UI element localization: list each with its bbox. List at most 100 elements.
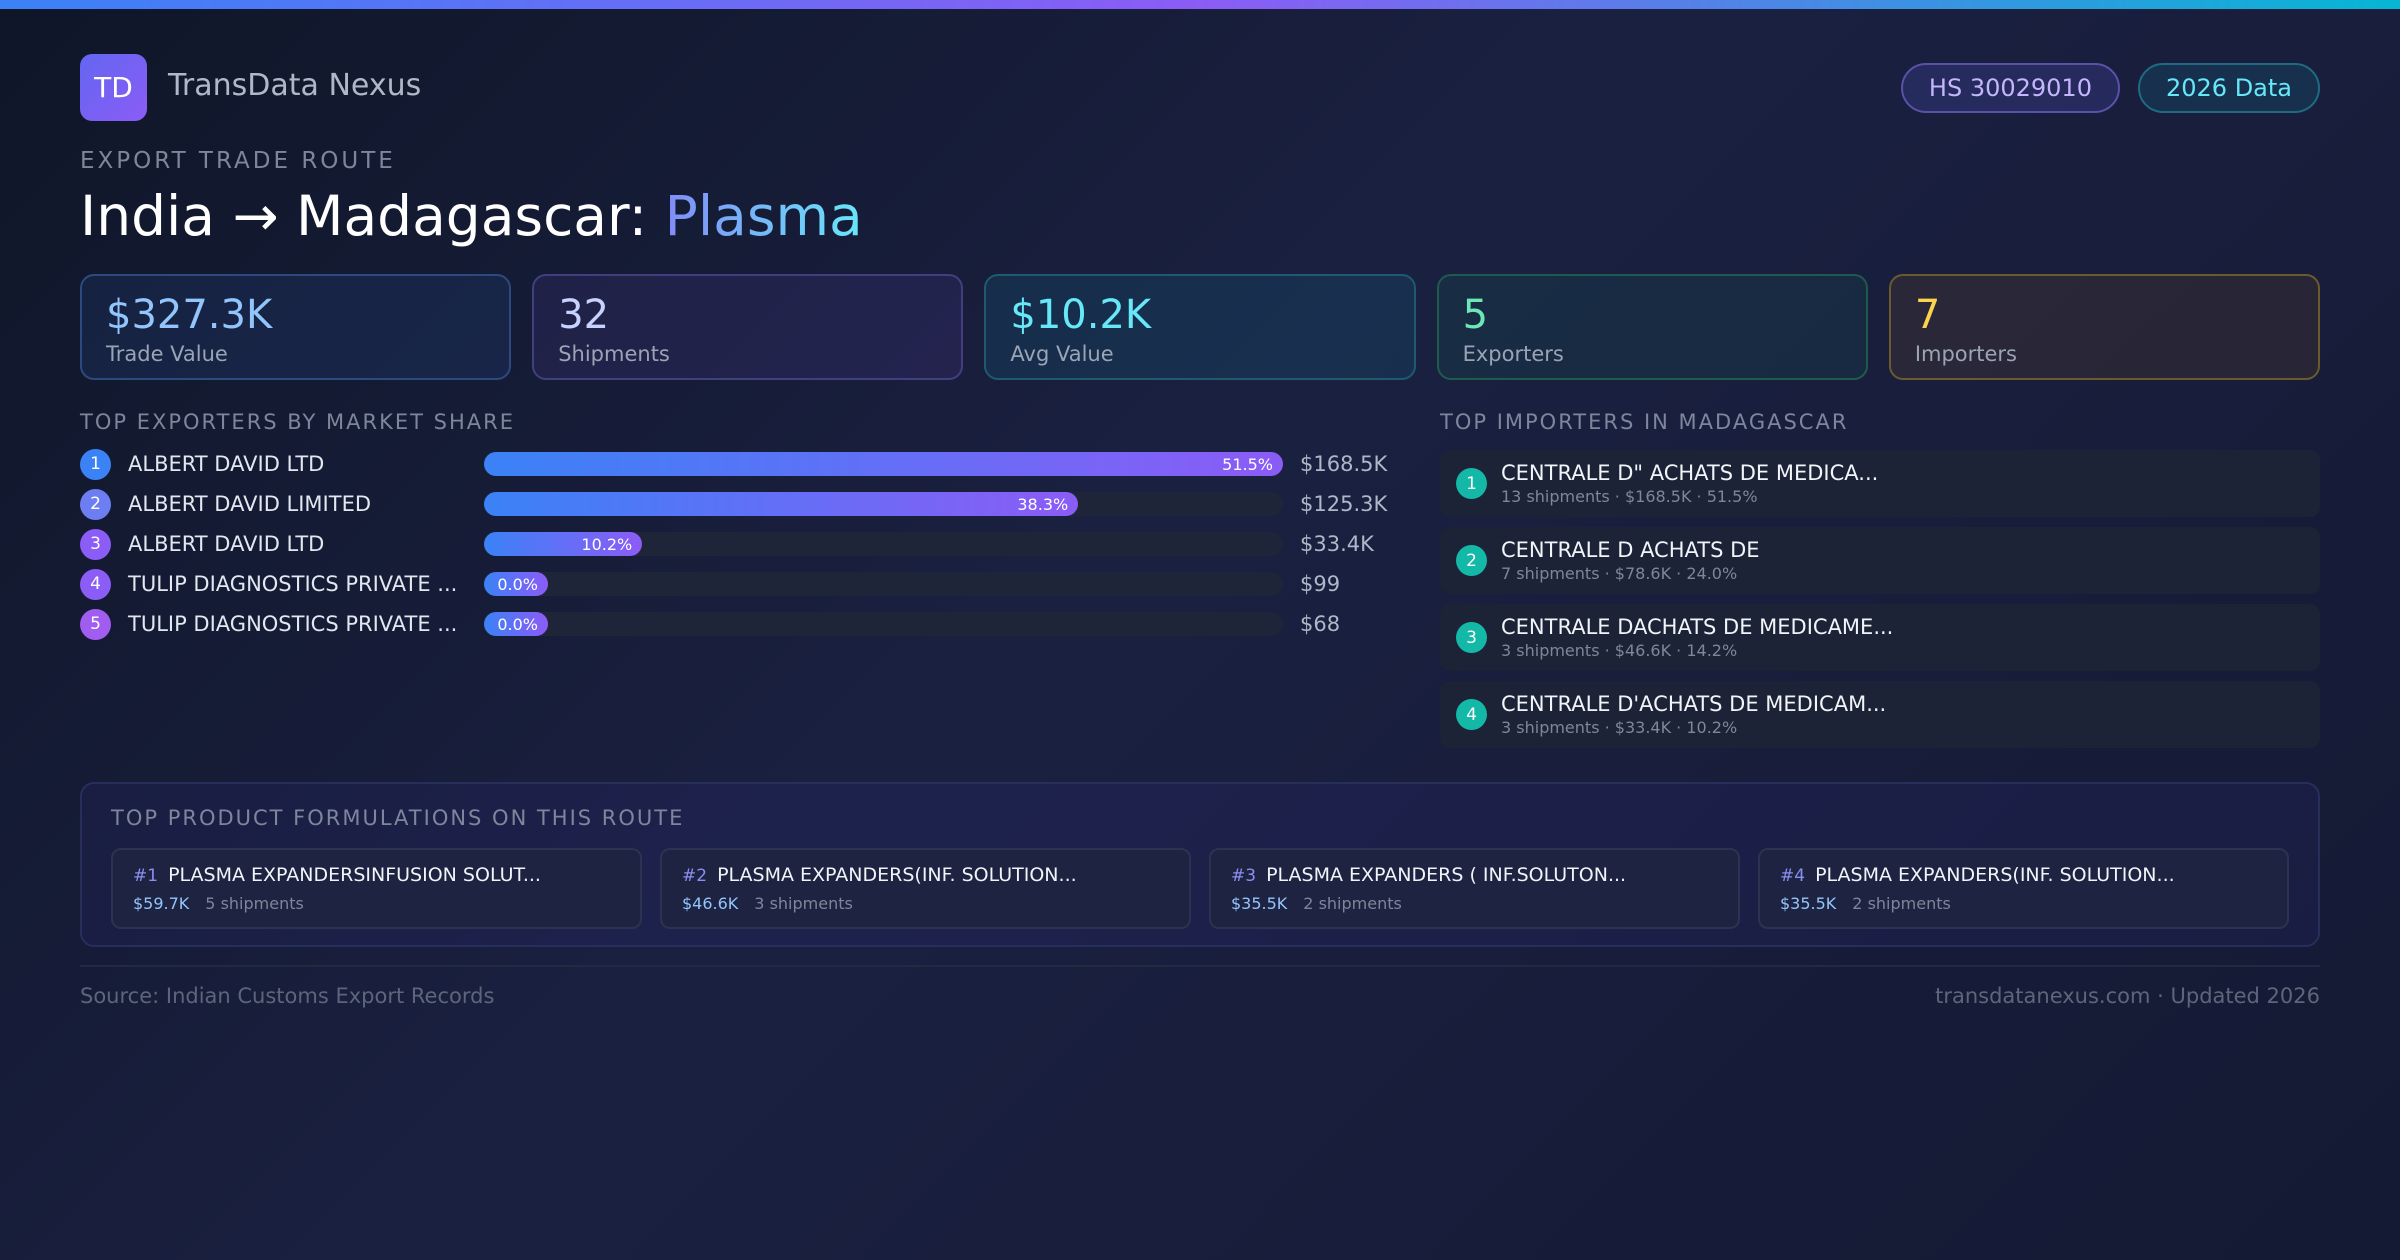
share-label: 0.0% <box>497 574 538 594</box>
importers: TOP IMPORTERS IN MADAGASCAR 1 CENTRALE D" … <box>1440 410 2320 748</box>
badges: HS 30029010 2026 Data <box>1900 63 2320 113</box>
kpi-label: Avg Value <box>1010 342 1114 366</box>
bar-track: 0.0% <box>484 612 1283 636</box>
formulation-shipments: 5 shipments <box>205 894 304 913</box>
importer-card[interactable]: 4 CENTRALE D'ACHATS DE MEDICAM... 3 shipme… <box>1440 681 2320 748</box>
kpi-label: Trade Value <box>106 342 228 366</box>
exporter-row: 4 TULIP DIAGNOSTICS PRIVATE ... 0.0% $99 <box>80 568 1380 600</box>
formulation-sub: $35.5K 2 shipments <box>1231 894 1718 913</box>
rank-badge: 3 <box>80 528 111 560</box>
importer-detail: 3 shipments · $46.6K · 14.2% <box>1501 641 1738 660</box>
formulation-sub: $35.5K 2 shipments <box>1780 894 2267 913</box>
exporter-name[interactable]: ALBERT DAVID LTD <box>128 532 325 556</box>
formulation-name: PLASMA EXPANDERS ( INF.SOLUTON... <box>1266 864 1627 886</box>
formulation-rank: #2 <box>682 866 708 886</box>
eyebrow: EXPORT TRADE ROUTE <box>80 148 396 174</box>
share-bar: 38.3% <box>484 492 1079 516</box>
exporter-value: $68 <box>1300 612 1341 636</box>
formulation-title: #4 PLASMA EXPANDERS(INF. SOLUTION... <box>1780 864 2267 886</box>
bar-track: 38.3% <box>484 492 1283 516</box>
share-label: 51.5% <box>1222 454 1273 474</box>
importer-detail: 7 shipments · $78.6K · 24.0% <box>1501 564 1738 583</box>
rank-badge: 2 <box>80 488 111 520</box>
share-label: 38.3% <box>1017 494 1069 514</box>
brand[interactable]: TransData Nexus <box>168 68 422 103</box>
formulation-name: PLASMA EXPANDERS(INF. SOLUTION... <box>1815 864 2175 886</box>
kpi-value: $327.3K <box>106 292 273 338</box>
rank-badge: 4 <box>80 568 111 600</box>
rank-badge: 1 <box>1456 468 1487 499</box>
exporter-name[interactable]: TULIP DIAGNOSTICS PRIVATE ... <box>128 572 458 596</box>
formulation-value: $35.5K <box>1780 894 1837 913</box>
exporter-row: 2 ALBERT DAVID LIMITED 38.3% $125.3K <box>80 488 1387 520</box>
formulations: TOP PRODUCT FORMULATIONS ON THIS ROUTE #1… <box>80 782 2320 947</box>
kpi-card: 7 Importers <box>1888 274 2321 380</box>
kpi-card: 32 Shipments <box>532 274 964 380</box>
section-heading: TOP PRODUCT FORMULATIONS ON THIS ROUTE <box>111 806 685 830</box>
formulation-name: PLASMA EXPANDERSINFUSION SOLUT... <box>168 864 541 886</box>
kpi-card: $10.2K Avg Value <box>984 274 1416 380</box>
kpi-label: Exporters <box>1462 342 1564 366</box>
formulation-card[interactable]: #2 PLASMA EXPANDERS(INF. SOLUTION... $46.6… <box>660 848 1191 929</box>
rank-badge: 3 <box>1456 622 1487 653</box>
source: Source: Indian Customs Export Records <box>80 984 495 1008</box>
exporter-name[interactable]: ALBERT DAVID LTD <box>128 452 325 476</box>
importer-card[interactable]: 1 CENTRALE D" ACHATS DE MEDICA... 13 shipm… <box>1440 450 2320 517</box>
formulation-card[interactable]: #4 PLASMA EXPANDERS(INF. SOLUTION... $35.5… <box>1758 848 2289 929</box>
formulation-shipments: 3 shipments <box>754 894 853 913</box>
section-heading: TOP EXPORTERS BY MARKET SHARE <box>80 410 516 434</box>
formulation-list: #1 PLASMA EXPANDERSINFUSION SOLUT... $59.7… <box>111 848 2289 929</box>
badge[interactable]: HS 30029010 <box>1900 63 2120 113</box>
formulation-shipments: 2 shipments <box>1303 894 1402 913</box>
formulation-shipments: 2 shipments <box>1852 894 1951 913</box>
bar-track: 0.0% <box>484 572 1283 596</box>
importer-name: CENTRALE D'ACHATS DE MEDICAM... <box>1501 692 1887 716</box>
share-bar: 0.0% <box>484 612 548 636</box>
importer-text: CENTRALE D'ACHATS DE MEDICAM... 3 shipmen… <box>1501 692 1886 737</box>
kpi-value: 5 <box>1462 292 1489 338</box>
importer-name: CENTRALE D" ACHATS DE MEDICA... <box>1501 461 1879 485</box>
formulation-rank: #4 <box>1780 866 1806 886</box>
kpi-label: Shipments <box>558 342 670 366</box>
exporter-value: $99 <box>1300 572 1341 596</box>
share-label: 0.0% <box>497 614 538 634</box>
rank-badge: 1 <box>80 448 111 480</box>
divider <box>80 965 2320 967</box>
importer-text: CENTRALE D ACHATS DE 7 shipments · $78.6K… <box>1501 538 1760 583</box>
formulation-sub: $59.7K 5 shipments <box>133 894 620 913</box>
exporter-value: $33.4K <box>1300 532 1374 556</box>
formulation-value: $46.6K <box>682 894 739 913</box>
importer-card[interactable]: 3 CENTRALE DACHATS DE MEDICAME... 3 shipme… <box>1440 604 2320 671</box>
rank-badge: 2 <box>1456 545 1487 576</box>
formulation-title: #2 PLASMA EXPANDERS(INF. SOLUTION... <box>682 864 1169 886</box>
importer-detail: 3 shipments · $33.4K · 10.2% <box>1501 718 1738 737</box>
bar-track: 51.5% <box>484 452 1283 476</box>
exporter-value: $168.5K <box>1300 452 1388 476</box>
rank-badge: 5 <box>80 608 111 640</box>
share-label: 10.2% <box>581 534 633 554</box>
share-bar: 10.2% <box>484 532 643 556</box>
badge[interactable]: 2026 Data <box>2137 63 2320 113</box>
exporter-row: 3 ALBERT DAVID LTD 10.2% $33.4K <box>80 528 1380 560</box>
title-text: India → Madagascar: <box>80 184 648 248</box>
accent-bar <box>0 0 2400 9</box>
formulation-rank: #3 <box>1231 866 1257 886</box>
exporter-name[interactable]: ALBERT DAVID LIMITED <box>128 492 372 516</box>
route-title: India → Madagascar: Plasma <box>80 184 863 248</box>
kpi-label: Importers <box>1914 342 2018 366</box>
importer-card[interactable]: 2 CENTRALE D ACHATS DE 7 shipments · $78.6… <box>1440 527 2320 594</box>
kpi-row: $327.3K Trade Value 32 Shipments $10.2K Avg V… <box>80 274 2321 380</box>
formulation-title: #1 PLASMA EXPANDERSINFUSION SOLUT... <box>133 864 620 886</box>
formulation-card[interactable]: #1 PLASMA EXPANDERSINFUSION SOLUT... $59.7… <box>111 848 642 929</box>
formulation-title: #3 PLASMA EXPANDERS ( INF.SOLUTON... <box>1231 864 1718 886</box>
formulation-sub: $46.6K 3 shipments <box>682 894 1169 913</box>
logo[interactable]: TD <box>80 54 147 121</box>
bar-track: 10.2% <box>484 532 1283 556</box>
kpi-value: 32 <box>558 292 610 338</box>
share-bar: 0.0% <box>484 572 548 596</box>
exporters: TOP EXPORTERS BY MARKET SHARE 1 ALBERT DAV… <box>80 410 1387 640</box>
formulation-card[interactable]: #3 PLASMA EXPANDERS ( INF.SOLUTON... $35.5… <box>1209 848 1740 929</box>
exporter-value: $125.3K <box>1300 492 1388 516</box>
exporter-name[interactable]: TULIP DIAGNOSTICS PRIVATE ... <box>128 612 458 636</box>
